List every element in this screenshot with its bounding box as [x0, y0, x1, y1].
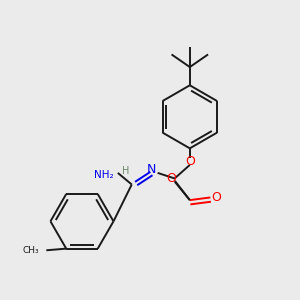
Text: NH₂: NH₂: [94, 170, 113, 180]
Text: CH₃: CH₃: [22, 246, 39, 255]
Text: O: O: [212, 191, 221, 204]
Text: O: O: [166, 172, 176, 185]
Text: O: O: [185, 155, 195, 168]
Text: N: N: [147, 163, 156, 176]
Text: H: H: [122, 166, 130, 176]
